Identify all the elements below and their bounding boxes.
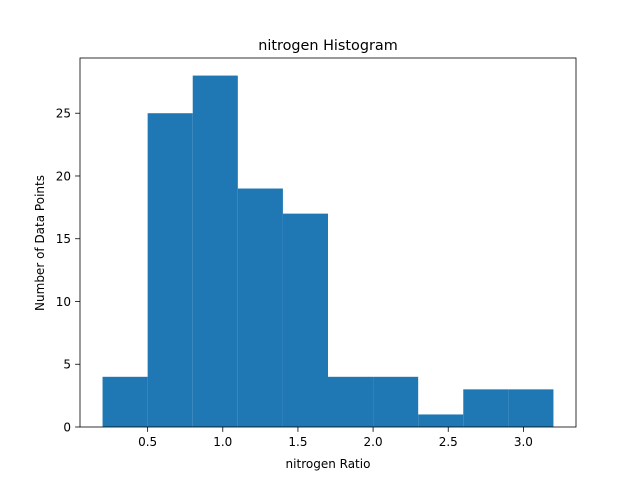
histogram-bar-8	[463, 389, 509, 427]
y-tick-label: 10	[56, 295, 71, 309]
plot-area: 0.5 1.0 1.5 2.0 2.5 3.0 0 5 10 15 20 25	[56, 57, 577, 449]
y-tick-label: 25	[56, 107, 71, 121]
y-tick-label: 15	[56, 232, 71, 246]
histogram-bar-2	[192, 75, 238, 427]
histogram-bar-4	[282, 213, 328, 427]
chart-title: nitrogen Histogram	[258, 38, 398, 54]
x-tick-label: 3.0	[514, 435, 533, 449]
x-axis-label: nitrogen Ratio	[286, 457, 371, 471]
y-tick-label: 0	[63, 420, 71, 434]
x-tick-label: 0.5	[138, 435, 157, 449]
histogram-bar-0	[102, 376, 148, 427]
x-tick-label: 1.0	[213, 435, 232, 449]
x-tick-label: 2.0	[364, 435, 383, 449]
y-tick-label: 5	[63, 358, 71, 372]
histogram-bar-1	[147, 113, 193, 427]
histogram-bar-3	[237, 188, 283, 427]
y-axis-label: Number of Data Points	[33, 175, 47, 311]
x-tick-label: 2.5	[439, 435, 458, 449]
x-tick-label: 1.5	[288, 435, 307, 449]
histogram-bar-6	[373, 376, 419, 427]
histogram-bar-7	[418, 414, 464, 427]
histogram-bar-9	[508, 389, 554, 427]
histogram-bar-5	[328, 376, 374, 427]
plot-frame	[79, 57, 577, 428]
y-tick-label: 20	[56, 169, 71, 183]
